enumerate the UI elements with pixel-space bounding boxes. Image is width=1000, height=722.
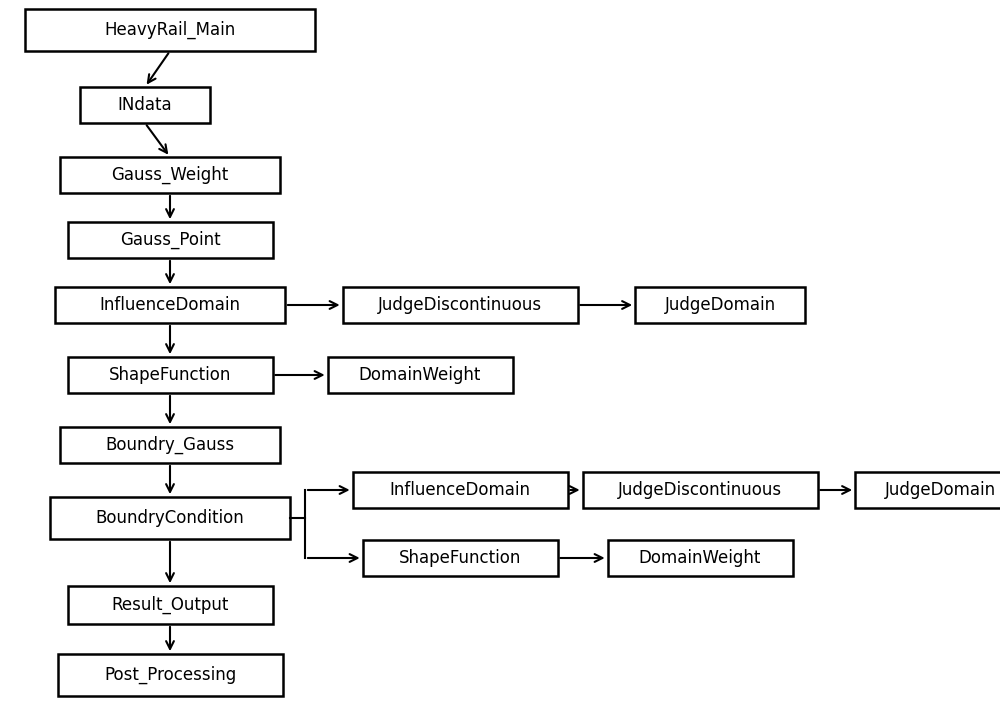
Text: Gauss_Weight: Gauss_Weight <box>111 166 229 184</box>
Text: JudgeDomain: JudgeDomain <box>664 296 776 314</box>
Text: Post_Processing: Post_Processing <box>104 666 236 684</box>
Bar <box>635 287 805 323</box>
Bar <box>68 222 272 258</box>
Bar <box>855 472 1000 508</box>
Text: Boundry_Gauss: Boundry_Gauss <box>105 436 235 454</box>
Text: InfluenceDomain: InfluenceDomain <box>390 481 530 499</box>
Text: DomainWeight: DomainWeight <box>359 366 481 384</box>
Text: Result_Output: Result_Output <box>111 596 229 614</box>
Bar <box>328 357 512 393</box>
Bar <box>608 540 792 576</box>
Bar <box>60 427 280 463</box>
Text: ShapeFunction: ShapeFunction <box>399 549 521 567</box>
Bar <box>342 287 578 323</box>
Text: HeavyRail_Main: HeavyRail_Main <box>104 21 236 39</box>
Bar <box>60 157 280 193</box>
Text: Gauss_Point: Gauss_Point <box>120 231 220 249</box>
Text: ShapeFunction: ShapeFunction <box>109 366 231 384</box>
Text: JudgeDomain: JudgeDomain <box>884 481 996 499</box>
Bar <box>50 497 290 539</box>
Bar <box>25 9 315 51</box>
Text: INdata: INdata <box>118 96 172 114</box>
Text: JudgeDiscontinuous: JudgeDiscontinuous <box>618 481 782 499</box>
Bar <box>80 87 210 123</box>
Text: BoundryCondition: BoundryCondition <box>96 509 244 527</box>
Text: InfluenceDomain: InfluenceDomain <box>100 296 240 314</box>
Text: DomainWeight: DomainWeight <box>639 549 761 567</box>
Bar <box>55 287 285 323</box>
Bar <box>68 357 272 393</box>
Bar <box>362 540 558 576</box>
Bar <box>582 472 818 508</box>
Bar <box>352 472 568 508</box>
Text: JudgeDiscontinuous: JudgeDiscontinuous <box>378 296 542 314</box>
Bar <box>68 586 272 624</box>
Bar <box>58 654 283 696</box>
